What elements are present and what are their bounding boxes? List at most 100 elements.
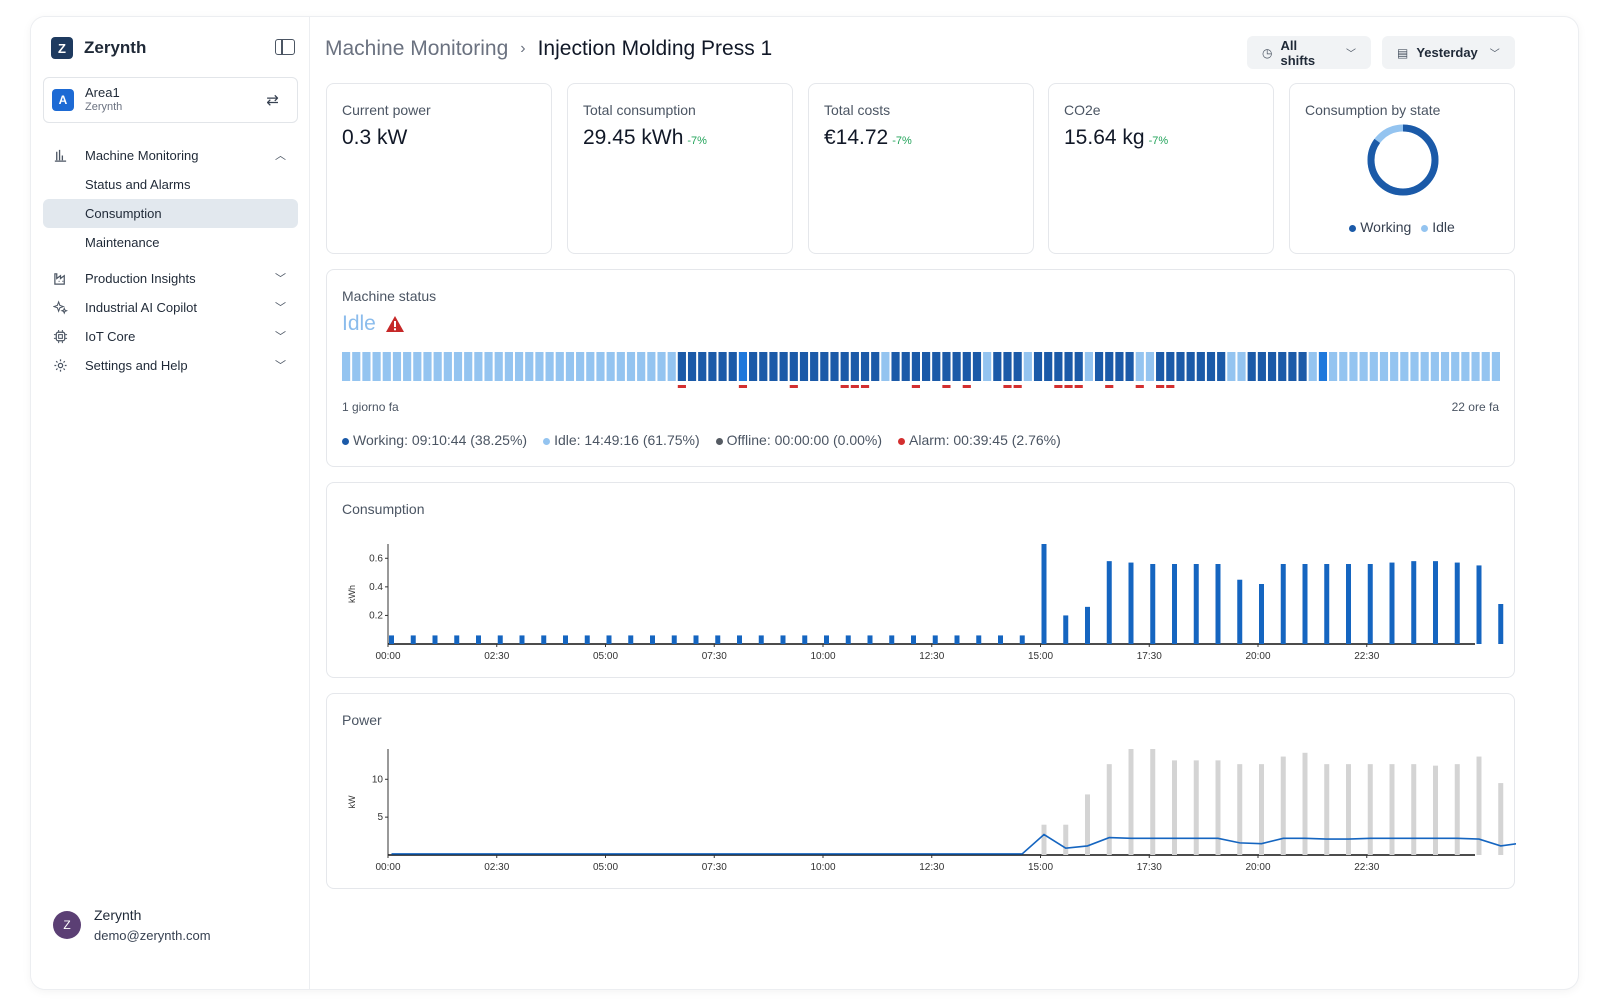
timeline-segment [525, 352, 534, 381]
breadcrumb-root[interactable]: Machine Monitoring [325, 37, 509, 60]
chevron-right-icon: › [520, 40, 526, 57]
power-background-bar [1280, 756, 1286, 855]
timeline-segment [535, 352, 544, 381]
consumption-bar [954, 635, 960, 644]
power-background-bar [1454, 764, 1460, 855]
date-filter-dropdown[interactable]: ▤ Yesterday ﹀ [1382, 36, 1515, 69]
sidebar-item-iot-core[interactable]: IoT Core ﹀ [43, 322, 298, 351]
sidebar-item-status-and-alarms[interactable]: Status and Alarms [85, 177, 191, 192]
timeline-segment [616, 352, 625, 381]
power-background-bar [1476, 756, 1482, 855]
legend-item-alarm: Alarm: 00:39:45 (2.76%) [898, 432, 1061, 448]
consumption-bar-chart[interactable]: 0.2 0.4 0.6 kWh 00:00 02:30 05:00 07:30 10:00 12:… [327, 483, 1516, 679]
chevron-down-icon: ﹀ [275, 331, 286, 343]
timeline-segment [352, 352, 361, 381]
legend-dot [342, 437, 349, 445]
timeline-segment [1115, 352, 1124, 381]
timeline-alarm-marker [1013, 385, 1022, 388]
power-line-chart[interactable]: 5 10 kW 00:00 02:30 05:00 07:30 10:00 12:30 15:00… [327, 694, 1516, 890]
sidebar-item-maintenance[interactable]: Maintenance [85, 235, 160, 250]
timeline-segment [1044, 352, 1053, 381]
sidebar-item-label: Machine Monitoring [85, 148, 199, 163]
timeline-segment [1135, 352, 1144, 381]
x-tick-label: 17:30 [1137, 862, 1162, 873]
power-background-bar [1346, 764, 1351, 855]
timeline-segment [1369, 352, 1378, 381]
timeline-segment [708, 352, 717, 381]
legend-item-idle: Idle: 14:49:16 (61.75%) [543, 432, 700, 448]
sidebar-item-production-insights[interactable]: Production Insights ﹀ [43, 264, 298, 293]
kpi-delta: -7% [1148, 135, 1169, 147]
brand[interactable]: Z Zerynth [51, 37, 146, 59]
consumption-bar [1172, 564, 1177, 644]
power-background-bar [1367, 764, 1373, 855]
timeline-alarm-marker [677, 385, 686, 388]
timeline-segment [1166, 352, 1175, 381]
timeline-segment [922, 352, 931, 381]
power-background-bar [1324, 764, 1330, 855]
x-tick-label: 02:30 [484, 862, 509, 873]
timeline-segment [1023, 352, 1032, 381]
consumption-bar [541, 635, 547, 644]
machine-status-card: Machine status Idle 1 giorno fa 22 ore f… [326, 269, 1515, 467]
date-filter-label: Yesterday [1416, 45, 1478, 60]
main-content: Machine Monitoring › Injection Molding P… [311, 17, 1578, 989]
machine-status-timeline[interactable] [342, 352, 1502, 392]
timeline-segment [1227, 352, 1236, 381]
warning-icon[interactable] [385, 315, 405, 333]
consumption-bar [715, 635, 721, 644]
sidebar-toggle-icon[interactable] [275, 39, 295, 55]
status-badge: Idle [342, 312, 376, 335]
timeline-segment [1176, 352, 1185, 381]
timeline-segment [1491, 352, 1500, 381]
timeline-segment [983, 352, 992, 381]
user-profile[interactable]: Z Zerynth demo@zerynth.com [53, 905, 211, 946]
consumption-bar [737, 635, 742, 644]
chevron-down-icon: ﹀ [275, 302, 286, 314]
timeline-segment [443, 352, 452, 381]
timeline-segment [403, 352, 412, 381]
timeline-segment [667, 352, 676, 381]
timeline-segment [362, 352, 371, 381]
legend-dot [898, 437, 906, 445]
shift-filter-dropdown[interactable]: ◷ All shifts ﹀ [1247, 36, 1371, 69]
consumption-bar [824, 635, 829, 644]
legend-working: Working [1360, 219, 1412, 235]
sparkles-icon [53, 300, 68, 315]
consumption-bar [1259, 584, 1264, 644]
sidebar-item-consumption[interactable]: Consumption [43, 199, 298, 228]
kpi-label: CO2e [1064, 102, 1101, 118]
sidebar-item-settings-and-help[interactable]: Settings and Help ﹀ [43, 351, 298, 380]
timeline-segment [1033, 352, 1043, 381]
timeline-segment [1013, 352, 1022, 381]
timeline-segment [657, 352, 666, 381]
sidebar-item-label: IoT Core [85, 329, 136, 344]
timeline-alarm-marker [1105, 385, 1114, 388]
consumption-bar [889, 635, 895, 644]
consumption-bar [1324, 564, 1330, 644]
machine-status-legend: Working: 09:10:44 (38.25%) Idle: 14:49:1… [342, 432, 1061, 448]
power-background-bar [1085, 794, 1090, 855]
timeline-segment [637, 352, 646, 381]
machine-status-label: Machine status [342, 288, 437, 304]
kpi-value: 15.64 kg [1064, 126, 1145, 149]
x-tick-label: 02:30 [484, 651, 509, 662]
avatar: Z [53, 911, 81, 940]
timeline-segment [1054, 352, 1063, 381]
workspace-switcher[interactable]: A Area1 Zerynth ⇄ [43, 77, 298, 123]
consumption-donut-chart [1367, 124, 1439, 196]
timeline-segment [545, 352, 554, 381]
y-axis-label: kWh [347, 585, 357, 603]
kpi-label: Consumption by state [1305, 102, 1441, 118]
timeline-segment [1400, 352, 1409, 381]
sidebar-item-machine-monitoring[interactable]: Machine Monitoring ︿ [43, 141, 298, 170]
kpi-card-current-power: Current power 0.3 kW [326, 83, 552, 254]
sidebar-item-industrial-ai-copilot[interactable]: Industrial AI Copilot ﹀ [43, 293, 298, 322]
app-window: Z Zerynth A Area1 Zerynth ⇄ Machine Moni… [31, 17, 1578, 989]
timeline-segment [952, 352, 961, 381]
x-tick-label: 20:00 [1245, 862, 1270, 873]
timeline-segment [1074, 352, 1083, 381]
power-background-bar [1498, 783, 1504, 855]
zerynth-logo-icon: Z [51, 37, 73, 59]
x-tick-label: 15:00 [1028, 651, 1053, 662]
